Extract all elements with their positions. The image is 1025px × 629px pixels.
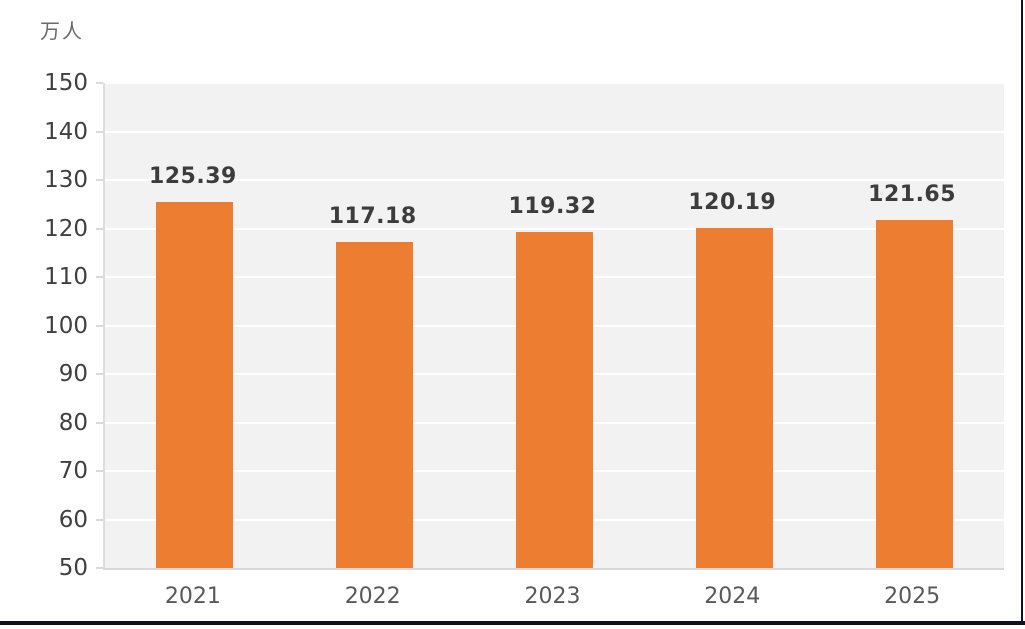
y-axis-tick-mark (96, 373, 103, 375)
y-tick-label: 90 (58, 361, 88, 387)
data-label: 125.39 (148, 164, 237, 190)
y-axis-tick-mark (96, 421, 103, 424)
y-axis-tick-mark (96, 518, 103, 521)
x-tick-label: 2022 (344, 584, 401, 609)
y-axis-tick-mark (96, 567, 103, 569)
y-tick-label: 130 (44, 167, 88, 193)
data-label: 121.65 (868, 182, 957, 208)
x-tick-label: 2021 (164, 584, 221, 609)
y-axis-unit-label: 万人 (40, 19, 84, 43)
bar-2021 (156, 202, 234, 568)
y-axis-tick-mark (96, 324, 103, 327)
y-axis-tick-mark (96, 179, 103, 181)
y-tick-label: 70 (58, 458, 88, 484)
y-tick-label: 50 (58, 555, 88, 581)
y-tick-label: 100 (44, 312, 88, 339)
gridline (105, 82, 1004, 84)
window-frame-bottom-border (0, 621, 1025, 625)
bar-2024 (695, 227, 773, 568)
x-tick-label: 2025 (884, 584, 941, 609)
y-tick-label: 60 (58, 506, 88, 533)
bar-2023 (516, 231, 593, 568)
y-axis-tick-mark (96, 82, 103, 84)
plot-area (103, 82, 1004, 570)
window-frame-right-border (1021, 0, 1023, 625)
y-tick-label: 120 (44, 215, 88, 242)
gridline (105, 130, 1004, 133)
y-axis-tick-mark (96, 227, 103, 230)
y-tick-label: 150 (44, 70, 88, 96)
y-axis-tick-mark (96, 470, 103, 472)
gridline (105, 179, 1004, 181)
gridline (105, 227, 1004, 230)
data-label: 119.32 (508, 193, 597, 219)
x-tick-label: 2024 (704, 584, 761, 609)
y-tick-label: 140 (44, 118, 88, 145)
y-axis-tick-mark (96, 130, 103, 133)
y-axis-tick-mark (96, 276, 103, 278)
y-tick-label: 110 (44, 264, 88, 290)
data-label: 117.18 (328, 204, 417, 230)
x-tick-label: 2023 (524, 584, 581, 609)
bar-2022 (336, 242, 414, 568)
bar-2025 (875, 220, 953, 568)
data-label: 120.19 (688, 189, 777, 215)
y-tick-label: 80 (58, 409, 88, 436)
